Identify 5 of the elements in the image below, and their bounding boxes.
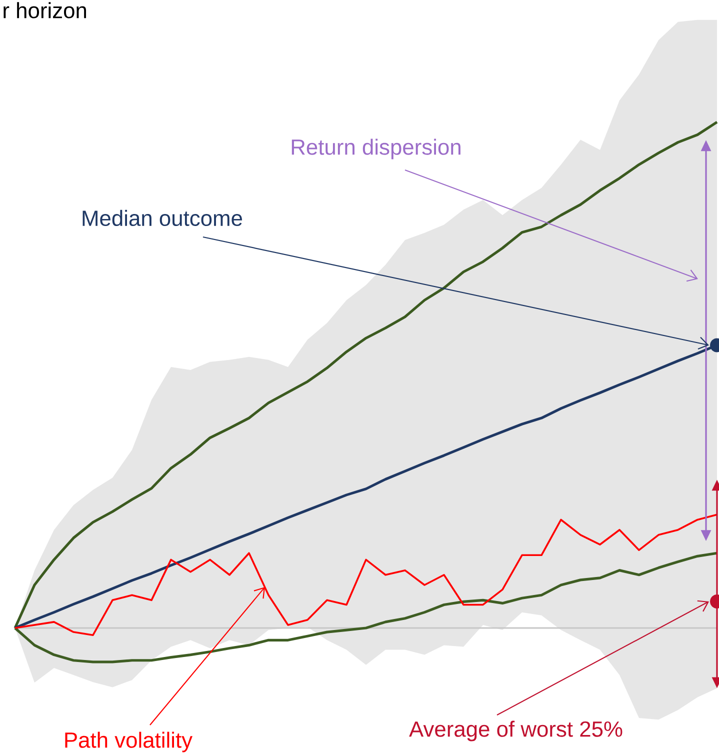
text: Average of worst 25% bbox=[409, 720, 622, 742]
annotation: Median outcome bbox=[82, 210, 242, 226]
text: Path volatility bbox=[65, 732, 192, 752]
annotation: Return dispersion bbox=[292, 138, 460, 160]
chart-title: r horizon bbox=[4, 2, 86, 18]
